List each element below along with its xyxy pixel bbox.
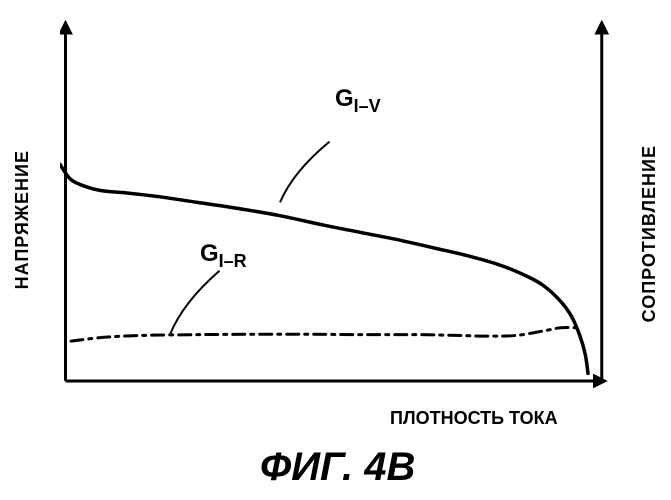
y-axis-left-label: НАПРЯЖЕНИЕ <box>12 150 33 289</box>
series-label-iv: GI–V <box>335 85 381 117</box>
curve-ir <box>71 327 583 341</box>
plot-svg <box>60 20 610 400</box>
x-axis-label: ПЛОТНОСТЬ ТОКА <box>390 408 558 429</box>
curve-iv <box>60 164 588 373</box>
callout-line <box>170 271 220 335</box>
plot-area <box>60 20 610 400</box>
figure-caption: ФИГ. 4В <box>260 445 415 490</box>
callout-line <box>280 142 330 203</box>
series-label-ir: GI–R <box>200 240 247 272</box>
figure-canvas: НАПРЯЖЕНИЕ СОПРОТИВЛЕНИЕ ПЛОТНОСТЬ ТОКА … <box>0 0 671 500</box>
y-axis-right-label: СОПРОТИВЛЕНИЕ <box>639 145 660 322</box>
